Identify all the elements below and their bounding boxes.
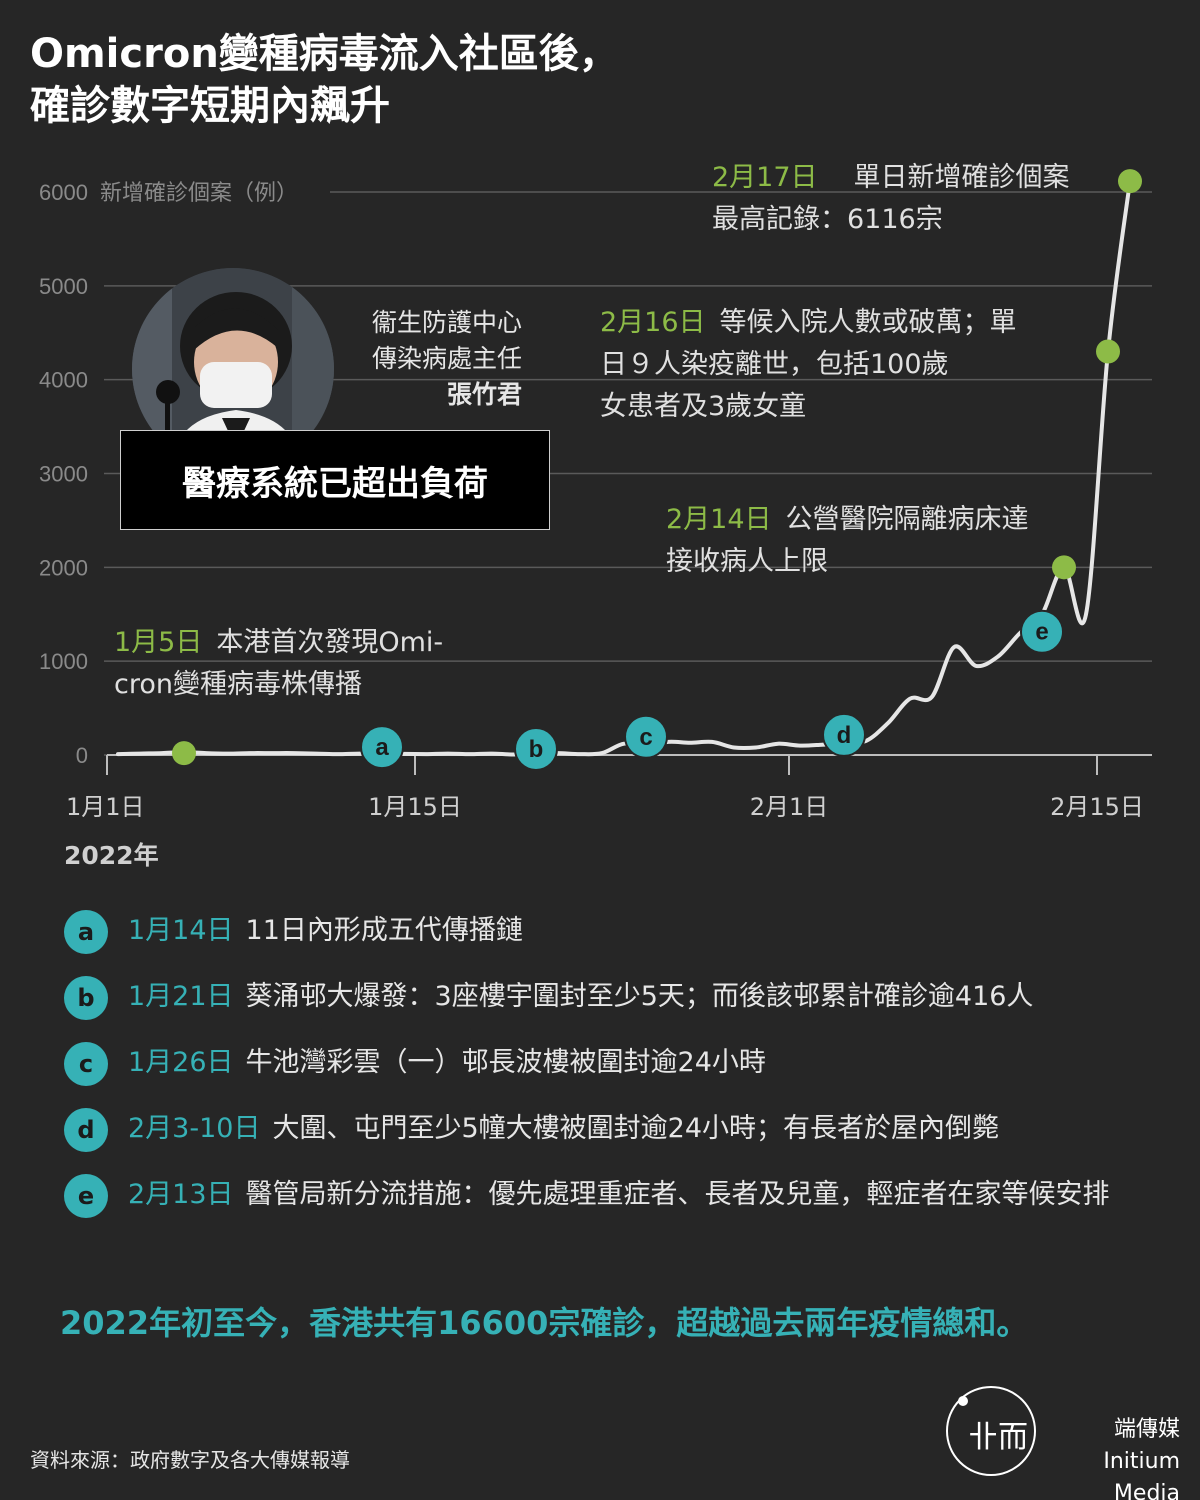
annotation-text: 日９人染疫離世，包括100歲 xyxy=(600,349,949,380)
event-marker-label: e xyxy=(1035,619,1048,646)
y-tick-label: 4000 xyxy=(39,368,88,393)
event-date: 1月21日 xyxy=(128,981,234,1012)
chart-axis: 0 1000 2000 3000 4000 5000 6000 新增確診個案（例） 1月1日 1月… xyxy=(39,180,1152,821)
event-item-a: a 1月14日 11日內形成五代傳播鏈 xyxy=(64,908,1174,954)
event-marker-circle xyxy=(624,714,668,759)
events-list: a 1月14日 11日內形成五代傳播鏈 b 1月21日 葵涌邨大爆發：3座樓宇圍… xyxy=(64,908,1174,1238)
brand-en: Initium Media xyxy=(1103,1449,1180,1500)
event-marker-circle xyxy=(822,712,866,757)
event-marker: c xyxy=(624,714,668,759)
x-tick-label: 2月1日 xyxy=(750,793,829,821)
x-tick-label: 1月1日 xyxy=(66,793,145,821)
source-note: 資料來源：政府數字及各大傳媒報導 xyxy=(30,1448,350,1472)
event-marker-label: d xyxy=(837,722,852,749)
x-tick-label: 2月15日 xyxy=(1050,793,1144,821)
title-line-1: Omicron變種病毒流入社區後， xyxy=(30,31,619,77)
quote-block: 醫療系統已超出負荷 xyxy=(120,268,550,530)
event-marker: a xyxy=(360,725,404,770)
annotation-feb14: 2月14日 公營醫院隔離病床達 接收病人上限 xyxy=(666,499,1029,583)
event-item-c: c 1月26日 牛池灣彩雲（一）邨長波樓被圍封逾24小時 xyxy=(64,1040,1174,1086)
highlight-point xyxy=(1096,339,1120,364)
event-text: 大圍、屯門至少5幢大樓被圍封逾24小時；有長者於屋內倒斃 xyxy=(272,1113,1000,1144)
event-item-e: e 2月13日 醫管局新分流措施：優先處理重症者、長者及兒童，輕症者在家等候安排 xyxy=(64,1172,1174,1218)
y-tick-label: 3000 xyxy=(39,462,88,487)
y-tick-label: 6000 xyxy=(39,180,88,205)
event-date: 2月13日 xyxy=(128,1179,234,1210)
y-tick-label: 5000 xyxy=(39,274,88,299)
speaker-caption: 衞生防護中心 傳染病處主任 張竹君 xyxy=(340,305,522,413)
event-date: 2月3-10日 xyxy=(128,1113,261,1144)
event-marker-label: a xyxy=(375,734,389,761)
speaker-name: 張竹君 xyxy=(446,380,522,409)
annotation-feb16: 2月16日 等候入院人數或破萬；單 日９人染疫離世，包括100歲 女患者及3歲女童 xyxy=(600,302,1017,428)
event-marker: b xyxy=(514,727,558,771)
annotation-text: 本港首次發現Omi- xyxy=(216,627,444,658)
event-badge: d xyxy=(64,1108,108,1152)
title-line-2: 確診數字短期內飆升 xyxy=(30,83,390,129)
y-tick-label: 0 xyxy=(76,743,88,768)
brand: 端傳媒 Initium Media xyxy=(1034,1414,1180,1500)
annotation-jan5: 1月5日 本港首次發現Omi- cron變種病毒株傳播 xyxy=(114,622,443,706)
brand-cn: 端傳媒 xyxy=(1113,1417,1180,1442)
annotation-text: 等候入院人數或破萬；單 xyxy=(719,307,1017,338)
y-tick-label: 2000 xyxy=(39,555,88,580)
annotation-date: 1月5日 xyxy=(114,627,203,658)
summary-text: 2022年初至今，香港共有16600宗確診，超越過去兩年疫情總和。 xyxy=(60,1304,1029,1342)
event-badge: b xyxy=(64,976,108,1020)
annotation-text: 最高記錄：6116宗 xyxy=(712,204,943,235)
annotation-feb17: 2月17日 單日新增確診個案 最高記錄：6116宗 xyxy=(712,157,1070,241)
x-tick-label: 1月15日 xyxy=(368,793,462,821)
y-axis-label: 新增確診個案（例） xyxy=(100,181,298,206)
annotation-date: 2月14日 xyxy=(666,504,772,535)
speaker-role: 傳染病處主任 xyxy=(371,344,522,373)
annotation-text: cron變種病毒株傳播 xyxy=(114,669,362,700)
event-marker: d xyxy=(822,712,866,757)
event-marker-label: b xyxy=(529,736,544,763)
speaker-org: 衞生防護中心 xyxy=(371,308,522,337)
annotation-text: 女患者及3歲女童 xyxy=(600,391,807,422)
year-label: 2022年 xyxy=(64,841,159,870)
initium-logo-icon: 卝而 xyxy=(946,1386,1036,1476)
event-marker-circle xyxy=(360,725,404,770)
event-badge: a xyxy=(64,910,108,954)
highlight-point xyxy=(1118,169,1142,194)
event-marker-circle xyxy=(514,727,558,771)
event-text: 牛池灣彩雲（一）邨長波樓被圍封逾24小時 xyxy=(245,1047,766,1078)
event-date: 1月26日 xyxy=(128,1047,234,1078)
event-marker: e xyxy=(1020,609,1064,654)
annotation-date: 2月16日 xyxy=(600,307,706,338)
event-marker-label: c xyxy=(639,724,652,751)
annotation-text: 接收病人上限 xyxy=(666,546,828,577)
highlight-point xyxy=(172,741,196,766)
page-title: Omicron變種病毒流入社區後， 確診數字短期內飆升 xyxy=(30,28,1170,132)
event-item-d: d 2月3-10日 大圍、屯門至少5幢大樓被圍封逾24小時；有長者於屋內倒斃 xyxy=(64,1106,1174,1152)
event-text: 11日內形成五代傳播鏈 xyxy=(245,915,523,946)
annotation-date: 2月17日 xyxy=(712,162,818,193)
y-tick-label: 1000 xyxy=(39,649,88,674)
highlight-point xyxy=(1052,555,1076,580)
annotation-text: 公營醫院隔離病床達 xyxy=(785,504,1029,535)
event-text: 葵涌邨大爆發：3座樓宇圍封至少5天；而後該邨累計確診逾416人 xyxy=(245,981,1034,1012)
event-item-b: b 1月21日 葵涌邨大爆發：3座樓宇圍封至少5天；而後該邨累計確診逾416人 xyxy=(64,974,1174,1020)
event-badge: c xyxy=(64,1042,108,1086)
event-badge: e xyxy=(64,1174,108,1218)
event-date: 1月14日 xyxy=(128,915,234,946)
chart-marks: a b c d e xyxy=(172,169,1142,771)
quote-text: 醫療系統已超出負荷 xyxy=(120,430,550,530)
annotation-text: 單日新增確診個案 xyxy=(853,162,1070,193)
event-marker-circle xyxy=(1020,609,1064,654)
event-text: 醫管局新分流措施：優先處理重症者、長者及兒童，輕症者在家等候安排 xyxy=(245,1179,1110,1210)
